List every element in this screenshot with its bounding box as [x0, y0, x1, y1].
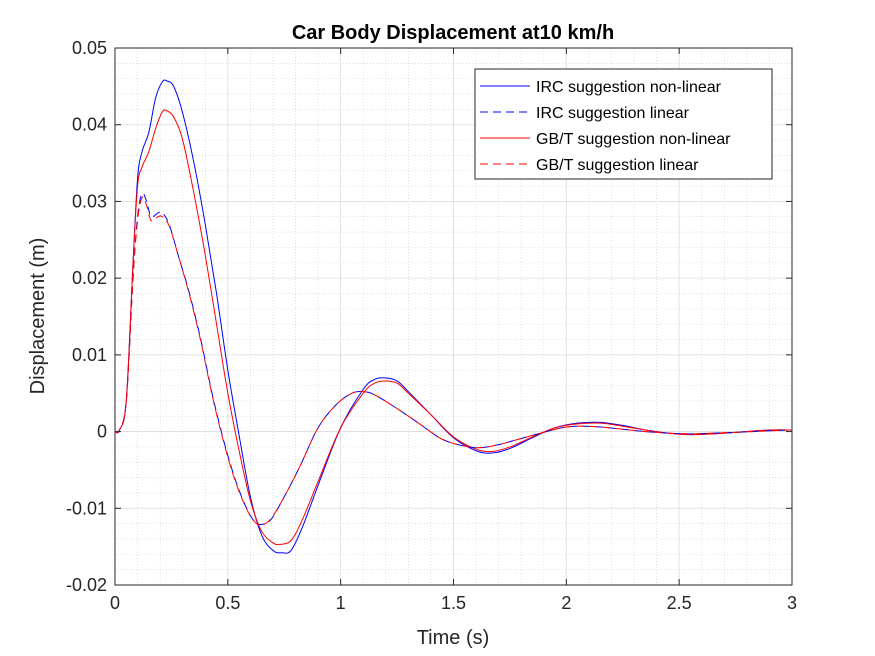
- y-tick-label: 0: [97, 422, 107, 442]
- x-tick-label: 1: [336, 593, 346, 613]
- x-tick-label: 2.5: [667, 593, 692, 613]
- y-tick-label: 0.04: [72, 115, 107, 135]
- legend-label: IRC suggestion linear: [536, 105, 690, 122]
- series-lines: [114, 79, 793, 554]
- x-tick-label: 0.5: [215, 593, 240, 613]
- x-tick-label: 3: [787, 593, 797, 613]
- series-line-gb-t-suggestion-linear: [114, 196, 793, 526]
- x-tick-labels: 0 0.5 1 1.5 2 2.5 3: [110, 593, 797, 613]
- x-tick-label: 1.5: [441, 593, 466, 613]
- y-tick-labels: -0.02 -0.01 0 0.01 0.02 0.03 0.04 0.05: [66, 38, 107, 595]
- y-tick-label: 0.03: [72, 191, 107, 211]
- x-tick-label: 2: [561, 593, 571, 613]
- legend-label: GB/T suggestion non-linear: [536, 131, 731, 148]
- legend-label: GB/T suggestion linear: [536, 157, 699, 174]
- series-line-gb-t-suggestion-non-linear: [114, 109, 793, 546]
- legend-label: IRC suggestion non-linear: [536, 79, 722, 96]
- y-tick-label: 0.01: [72, 345, 107, 365]
- legend-box: [474, 68, 773, 180]
- legend: IRC suggestion non-linear IRC suggestion …: [474, 68, 773, 180]
- tick-marks: [114, 47, 793, 586]
- y-tick-label: 0.02: [72, 268, 107, 288]
- y-axis-label: Displacement (m): [27, 238, 49, 395]
- chart-title: Car Body Displacement at10 km/h: [292, 22, 614, 44]
- series-line-irc-suggestion-non-linear: [114, 79, 793, 554]
- x-tick-label: 0: [110, 593, 120, 613]
- y-tick-label: -0.01: [66, 498, 107, 518]
- x-axis-label: Time (s): [417, 627, 490, 649]
- y-tick-label: 0.05: [72, 38, 107, 58]
- y-tick-label: -0.02: [66, 575, 107, 595]
